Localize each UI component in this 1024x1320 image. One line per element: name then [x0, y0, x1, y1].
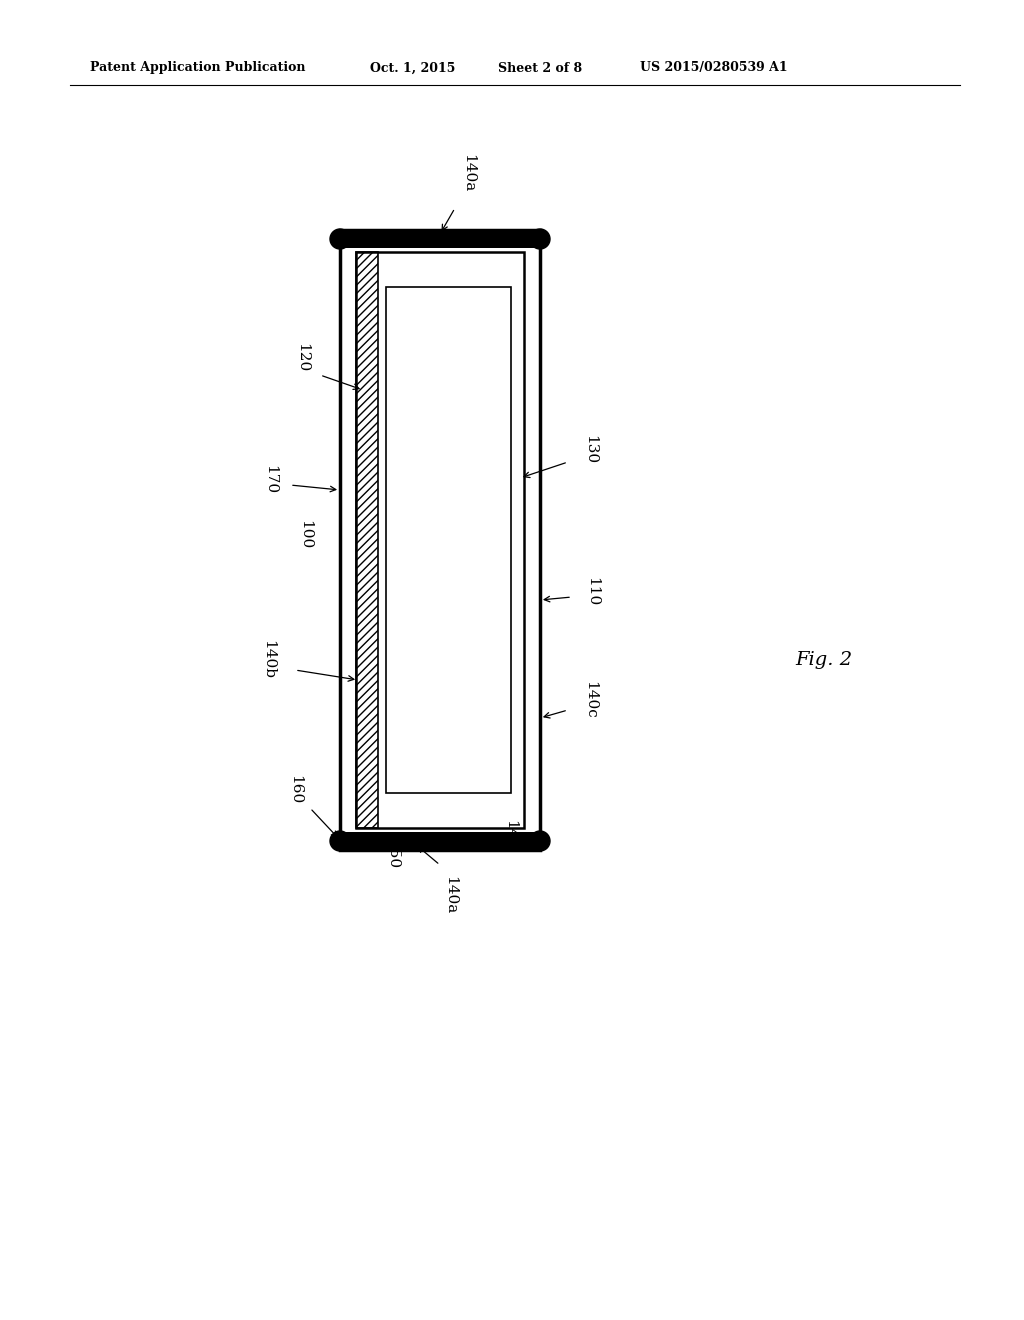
Bar [340, 832, 540, 850]
Text: Oct. 1, 2015: Oct. 1, 2015 [370, 62, 456, 74]
Text: 170: 170 [263, 466, 278, 495]
Text: 140a: 140a [443, 876, 457, 915]
Text: 140b: 140b [261, 640, 275, 680]
Text: US 2015/0280539 A1: US 2015/0280539 A1 [640, 62, 787, 74]
Text: 130: 130 [583, 436, 597, 465]
Text: 140a: 140a [461, 153, 475, 191]
Text: 140: 140 [503, 820, 517, 850]
Circle shape [530, 228, 550, 249]
Text: Fig. 2: Fig. 2 [795, 651, 852, 669]
Text: 120: 120 [295, 343, 309, 372]
Text: 160: 160 [288, 775, 302, 805]
Bar [340, 230, 540, 248]
Text: Sheet 2 of 8: Sheet 2 of 8 [498, 62, 582, 74]
Text: 100: 100 [298, 520, 312, 549]
Circle shape [530, 832, 550, 851]
Bar [386, 286, 511, 793]
Text: 150: 150 [385, 841, 399, 870]
Text: Patent Application Publication: Patent Application Publication [90, 62, 305, 74]
Bar [356, 252, 378, 828]
Circle shape [330, 832, 350, 851]
Text: 110: 110 [585, 577, 599, 607]
Bar [356, 252, 378, 828]
Bar [356, 252, 524, 828]
Circle shape [330, 228, 350, 249]
Bar [340, 230, 540, 850]
Text: 140c: 140c [583, 681, 597, 719]
